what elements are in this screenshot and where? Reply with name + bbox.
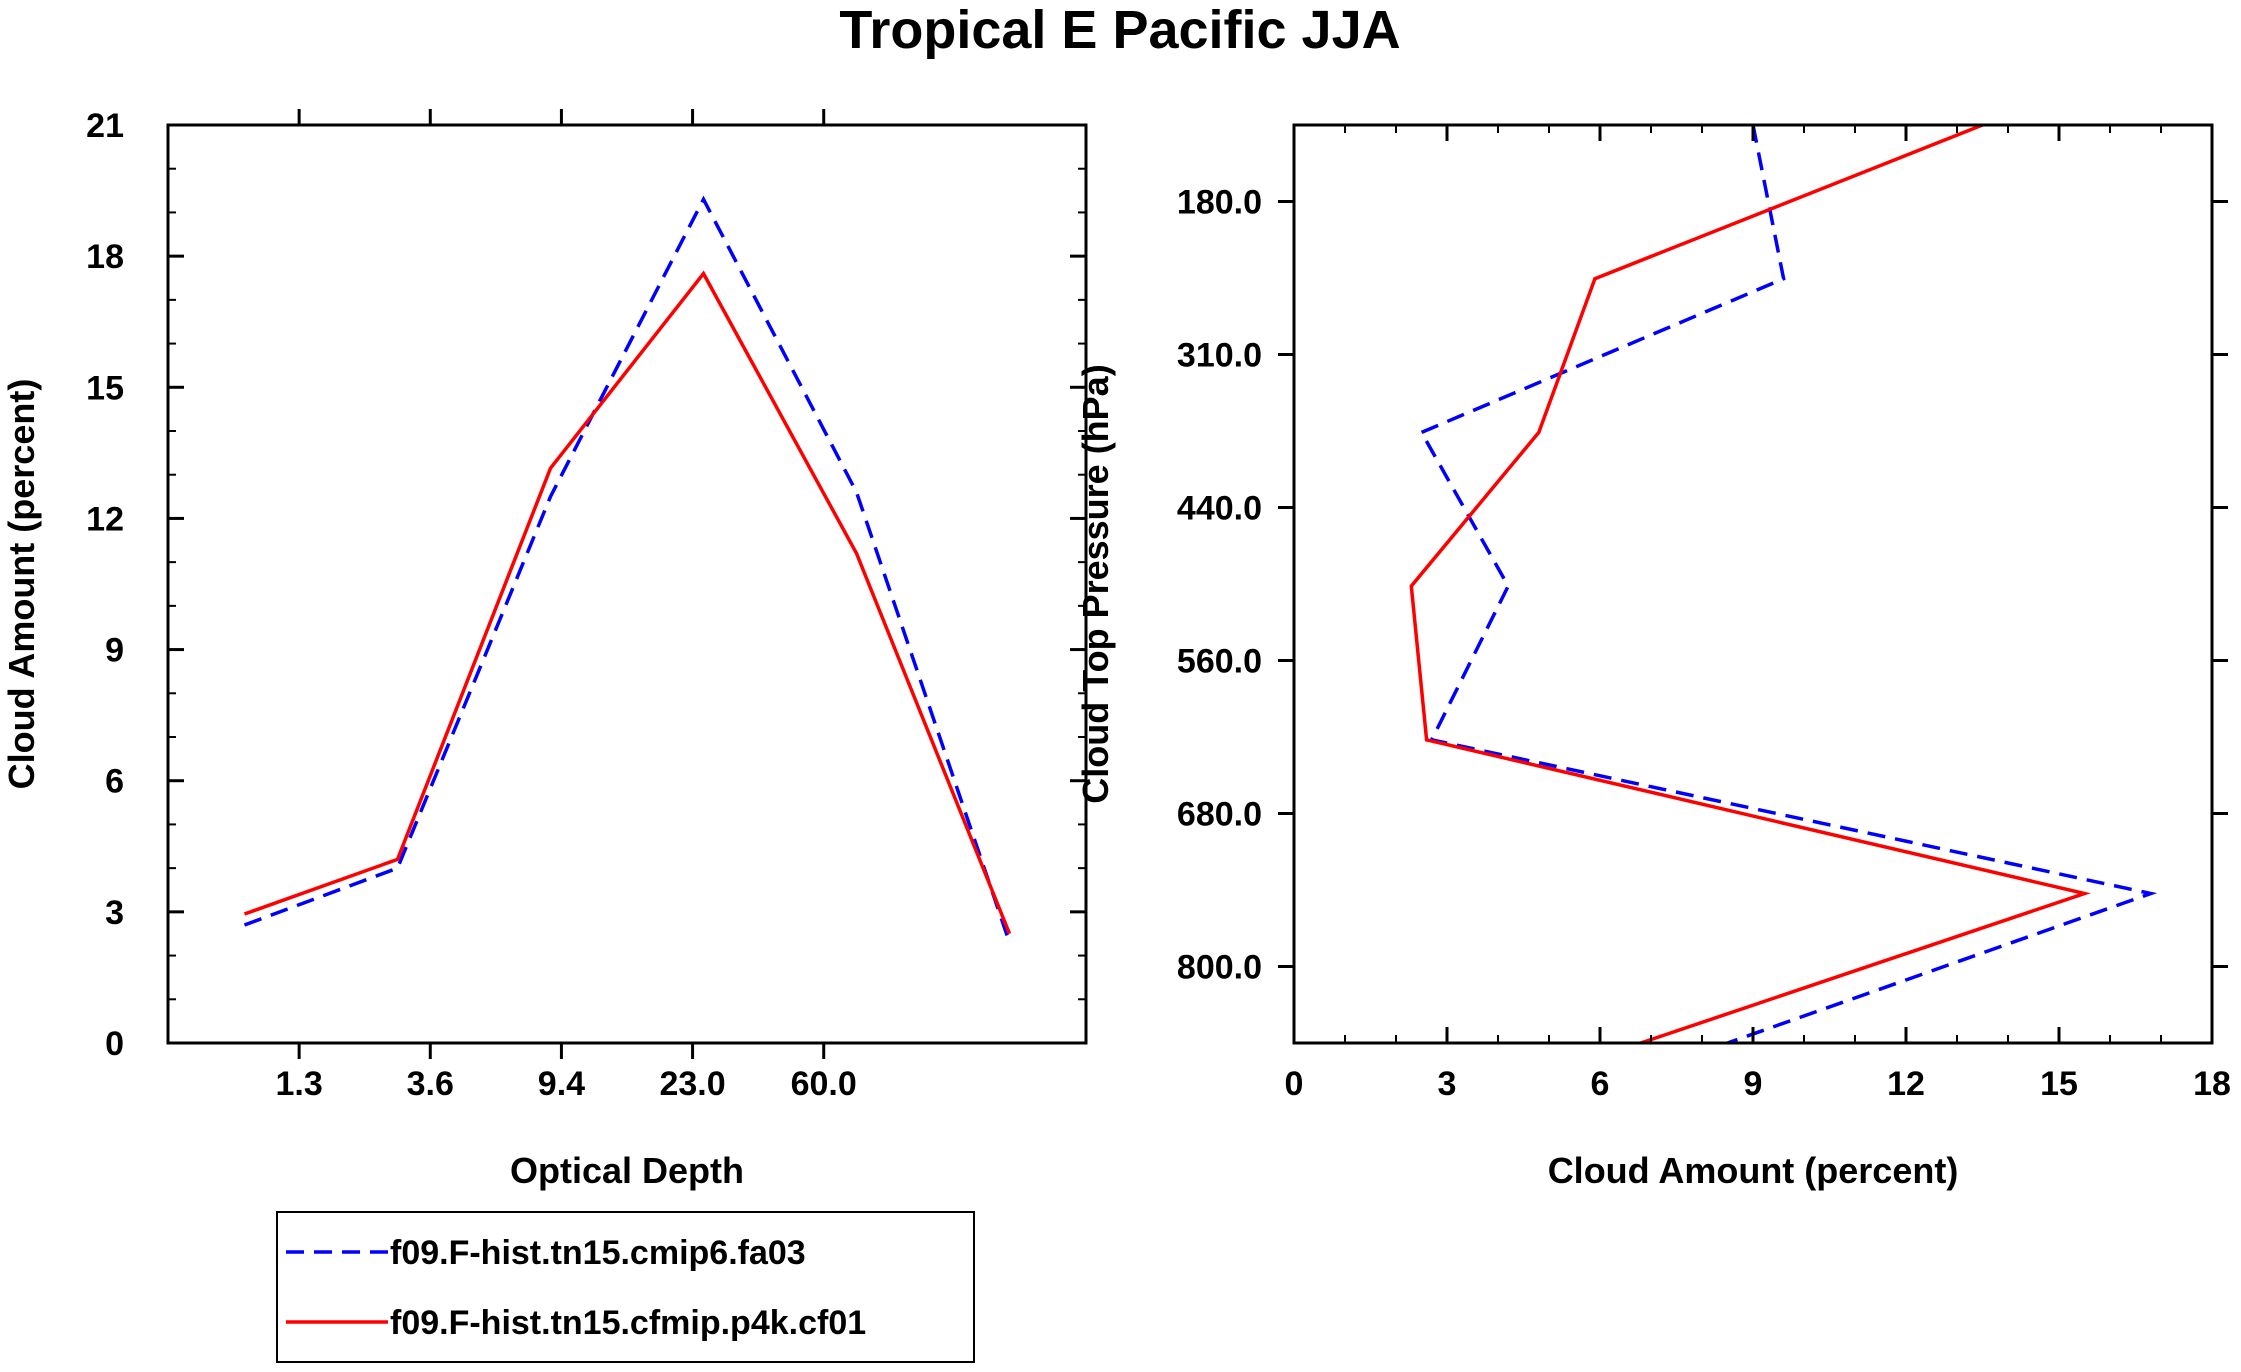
- left-y-tick-label: 18: [86, 238, 124, 276]
- left-x-tick-label: 3.6: [407, 1065, 454, 1103]
- left-y-tick-label: 3: [105, 894, 124, 932]
- right-y-tick-label: 680.0: [1177, 796, 1262, 834]
- right-series-line-2: [1409, 123, 2091, 1045]
- right-tick-labels: 0 3 6 9 12 15 18 180.0 310.0 440.0 560.0 680.0 800.0: [1177, 184, 2231, 1104]
- legend-box: [276, 1211, 975, 1363]
- left-y-tick-label: 15: [86, 369, 124, 407]
- left-y-tick-label: 6: [105, 763, 124, 801]
- left-y-tick-label: 0: [105, 1025, 124, 1063]
- right-x-tick-label: 12: [1887, 1065, 1925, 1103]
- left-x-axis-label: Optical Depth: [510, 1150, 744, 1191]
- right-plot-lines: [1409, 123, 2158, 1045]
- left-y-tick-label: 9: [105, 632, 124, 670]
- right-x-tick-label: 0: [1285, 1065, 1304, 1103]
- left-plot-frame: [166, 123, 1088, 1045]
- left-ticks: [168, 109, 1086, 1059]
- right-panel: 0 3 6 9 12 15 18 180.0 310.0 440.0 560.0 680.0 800.0…: [1075, 123, 2231, 1191]
- right-y-tick-label: 440.0: [1177, 490, 1262, 528]
- right-y-tick-label: 180.0: [1177, 184, 1262, 222]
- right-x-tick-label: 18: [2193, 1065, 2231, 1103]
- right-plot-frame: [1292, 123, 2214, 1045]
- right-x-tick-label: 6: [1591, 1065, 1610, 1103]
- left-tick-labels: 0 3 6 9 12 15 18 21 1.3 3.6 9.4 23.0 60.0: [86, 107, 857, 1103]
- right-y-tick-label: 800.0: [1177, 949, 1262, 987]
- left-series-line-2: [243, 270, 1012, 935]
- left-x-tick-label: 1.3: [276, 1065, 323, 1103]
- right-y-tick-label: 560.0: [1177, 643, 1262, 681]
- left-series-line-1: [243, 195, 1012, 944]
- right-x-axis-label: Cloud Amount (percent): [1548, 1150, 1959, 1191]
- right-series-line-1: [1419, 124, 2158, 1045]
- legend-label-series-1: f09.F-hist.tn15.cmip6.fa03: [390, 1234, 806, 1272]
- left-plot-lines: [243, 195, 1012, 944]
- right-y-tick-label: 310.0: [1177, 337, 1262, 375]
- right-ticks: [1278, 125, 2228, 1043]
- left-y-axis-label: Cloud Amount (percent): [1, 379, 42, 790]
- chart-title: Tropical E Pacific JJA: [839, 0, 1400, 60]
- left-y-tick-label: 21: [86, 107, 124, 145]
- right-x-tick-label: 3: [1438, 1065, 1457, 1103]
- left-y-tick-label: 12: [86, 500, 124, 538]
- right-x-tick-label: 9: [1744, 1065, 1763, 1103]
- left-x-tick-label: 23.0: [659, 1065, 725, 1103]
- right-y-axis-label: Cloud Top Pressure (hPa): [1075, 364, 1116, 803]
- left-x-tick-label: 9.4: [538, 1065, 585, 1103]
- legend-label-series-2: f09.F-hist.tn15.cfmip.p4k.cf01: [390, 1304, 866, 1342]
- left-x-tick-label: 60.0: [791, 1065, 857, 1103]
- right-x-tick-label: 15: [2040, 1065, 2078, 1103]
- legend: f09.F-hist.tn15.cmip6.fa03 f09.F-hist.tn…: [276, 1211, 975, 1363]
- left-panel: 0 3 6 9 12 15 18 21 1.3 3.6 9.4 23.0 60.0 Optical De…: [1, 107, 1088, 1191]
